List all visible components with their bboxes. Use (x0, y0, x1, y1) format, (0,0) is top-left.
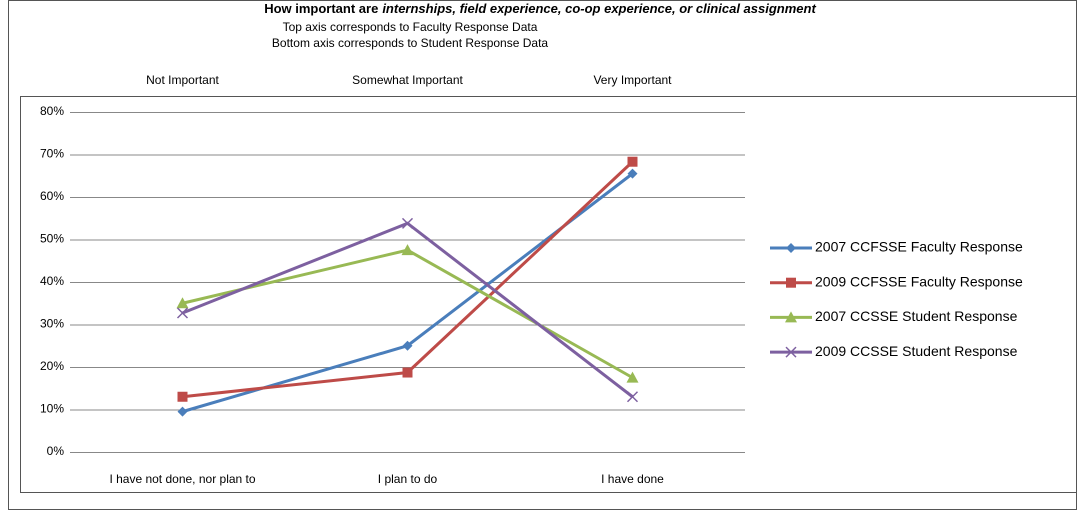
x-tick-label: I have done (601, 472, 664, 486)
y-tick-label: 70% (40, 147, 64, 161)
marker (785, 311, 797, 323)
marker (402, 340, 413, 351)
top-tick-label: Somewhat Important (352, 73, 463, 87)
x-tick-label: I have not done, nor plan to (109, 472, 255, 486)
plot-frame (20, 96, 1077, 493)
y-tick-label: 0% (47, 444, 65, 458)
top-tick-label: Very Important (593, 73, 672, 87)
y-tick-label: 40% (40, 274, 64, 288)
y-tick-label: 10% (40, 402, 64, 416)
marker (626, 391, 639, 403)
y-tick-label: 30% (40, 317, 64, 331)
x-tick-label: I plan to do (378, 472, 438, 486)
legend-label: 2009 CCSSE Student Response (815, 343, 1018, 359)
marker (627, 156, 638, 167)
marker (402, 367, 413, 378)
title-part: internships, field experience, co-op exp… (382, 1, 816, 16)
marker (626, 371, 639, 383)
marker (401, 244, 414, 256)
marker (627, 168, 638, 179)
top-tick-label: Not Important (146, 73, 219, 87)
subtitle: Top axis corresponds to Faculty Response… (283, 20, 538, 34)
marker (786, 243, 796, 253)
y-tick-label: 60% (40, 189, 64, 203)
marker (177, 391, 188, 402)
marker (176, 307, 189, 319)
chart-title: How important are internships, field expe… (264, 1, 816, 16)
y-tick-label: 80% (40, 104, 64, 118)
legend-label: 2009 CCFSSE Faculty Response (815, 273, 1023, 289)
y-tick-label: 20% (40, 359, 64, 373)
legend-label: 2007 CCFSSE Faculty Response (815, 239, 1023, 255)
subtitle: Bottom axis corresponds to Student Respo… (272, 36, 548, 50)
marker (401, 217, 414, 229)
marker (786, 277, 796, 288)
marker (785, 346, 797, 358)
series-line (182, 160, 634, 399)
marker (177, 406, 188, 417)
series-line (182, 248, 634, 379)
y-tick-label: 50% (40, 232, 64, 246)
legend-label: 2007 CCSSE Student Response (815, 308, 1018, 324)
marker (176, 297, 189, 309)
title-part: How important are (264, 1, 378, 16)
